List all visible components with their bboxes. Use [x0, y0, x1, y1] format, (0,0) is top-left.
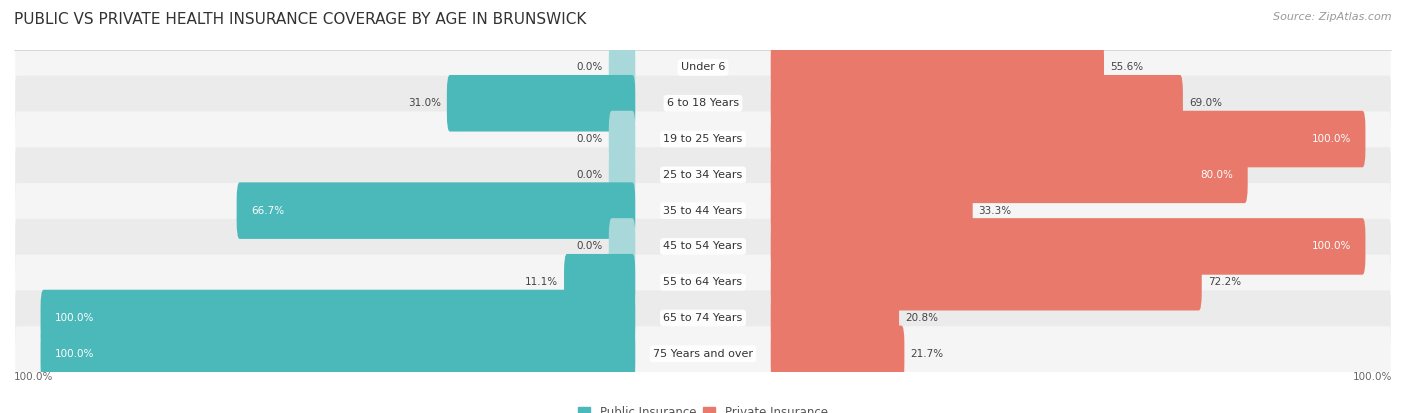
FancyBboxPatch shape [564, 254, 636, 311]
Text: 11.1%: 11.1% [524, 277, 558, 287]
Text: 66.7%: 66.7% [252, 206, 284, 216]
FancyBboxPatch shape [770, 75, 1182, 131]
FancyBboxPatch shape [15, 76, 1391, 131]
FancyBboxPatch shape [770, 39, 1104, 96]
Text: 69.0%: 69.0% [1189, 98, 1222, 108]
Text: 31.0%: 31.0% [408, 98, 441, 108]
FancyBboxPatch shape [15, 147, 1391, 202]
Text: 65 to 74 Years: 65 to 74 Years [664, 313, 742, 323]
FancyBboxPatch shape [770, 147, 1247, 203]
FancyBboxPatch shape [15, 326, 1391, 381]
Text: 100.0%: 100.0% [55, 349, 94, 359]
Text: 55.6%: 55.6% [1109, 62, 1143, 72]
FancyBboxPatch shape [447, 75, 636, 131]
FancyBboxPatch shape [609, 111, 636, 167]
Text: 80.0%: 80.0% [1201, 170, 1233, 180]
Text: 0.0%: 0.0% [576, 134, 603, 144]
Text: 0.0%: 0.0% [576, 170, 603, 180]
Text: 75 Years and over: 75 Years and over [652, 349, 754, 359]
Text: 45 to 54 Years: 45 to 54 Years [664, 242, 742, 252]
FancyBboxPatch shape [770, 325, 904, 382]
FancyBboxPatch shape [770, 290, 898, 346]
FancyBboxPatch shape [15, 183, 1391, 238]
FancyBboxPatch shape [15, 219, 1391, 274]
Text: 6 to 18 Years: 6 to 18 Years [666, 98, 740, 108]
FancyBboxPatch shape [770, 183, 973, 239]
Text: 100.0%: 100.0% [1353, 372, 1392, 382]
FancyBboxPatch shape [15, 40, 1391, 95]
FancyBboxPatch shape [15, 112, 1391, 166]
FancyBboxPatch shape [609, 147, 636, 203]
FancyBboxPatch shape [41, 290, 636, 346]
Text: 55 to 64 Years: 55 to 64 Years [664, 277, 742, 287]
FancyBboxPatch shape [15, 290, 1391, 346]
FancyBboxPatch shape [236, 183, 636, 239]
FancyBboxPatch shape [770, 111, 1365, 167]
Text: 33.3%: 33.3% [979, 206, 1012, 216]
Text: 19 to 25 Years: 19 to 25 Years [664, 134, 742, 144]
Text: 100.0%: 100.0% [55, 313, 94, 323]
Text: 100.0%: 100.0% [1312, 242, 1351, 252]
FancyBboxPatch shape [770, 218, 1365, 275]
FancyBboxPatch shape [609, 39, 636, 96]
FancyBboxPatch shape [609, 218, 636, 275]
Text: 0.0%: 0.0% [576, 62, 603, 72]
FancyBboxPatch shape [15, 255, 1391, 310]
Text: 100.0%: 100.0% [1312, 134, 1351, 144]
Text: 21.7%: 21.7% [910, 349, 943, 359]
Text: 100.0%: 100.0% [14, 372, 53, 382]
Text: 25 to 34 Years: 25 to 34 Years [664, 170, 742, 180]
Legend: Public Insurance, Private Insurance: Public Insurance, Private Insurance [574, 401, 832, 413]
Text: 20.8%: 20.8% [905, 313, 938, 323]
FancyBboxPatch shape [41, 325, 636, 382]
Text: Under 6: Under 6 [681, 62, 725, 72]
Text: 72.2%: 72.2% [1208, 277, 1240, 287]
FancyBboxPatch shape [770, 254, 1202, 311]
Text: 35 to 44 Years: 35 to 44 Years [664, 206, 742, 216]
Text: 0.0%: 0.0% [576, 242, 603, 252]
Text: Source: ZipAtlas.com: Source: ZipAtlas.com [1274, 12, 1392, 22]
Text: PUBLIC VS PRIVATE HEALTH INSURANCE COVERAGE BY AGE IN BRUNSWICK: PUBLIC VS PRIVATE HEALTH INSURANCE COVER… [14, 12, 586, 27]
